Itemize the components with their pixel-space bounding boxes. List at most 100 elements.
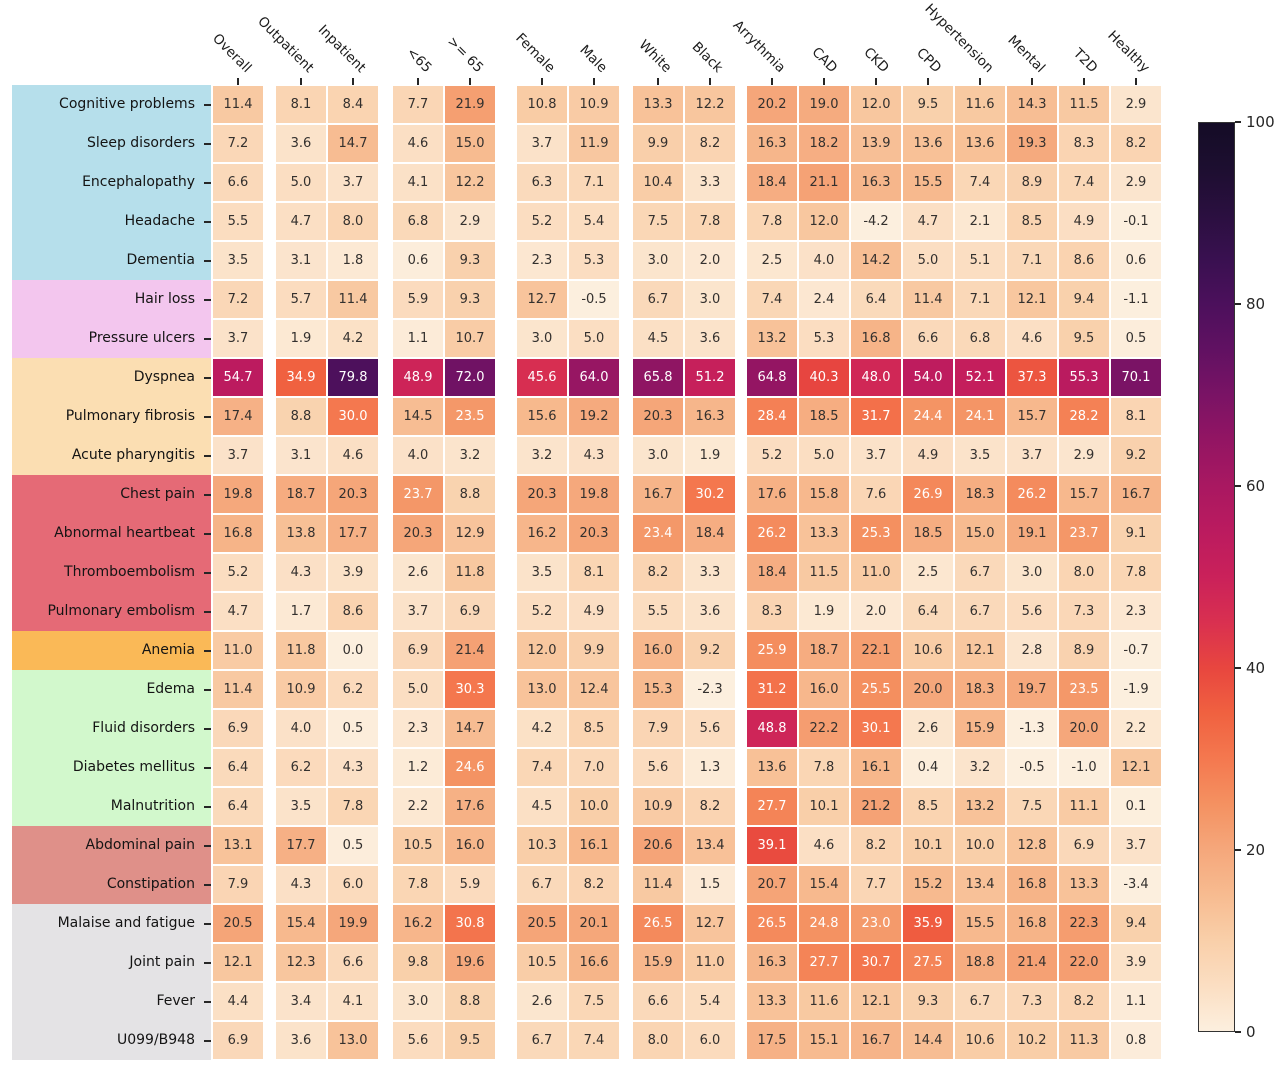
heatmap-cell: 15.5 — [955, 905, 1005, 942]
heatmap-cell: -1.3 — [1007, 710, 1057, 747]
heatmap-cell: 7.7 — [393, 86, 443, 123]
row-label: Edema — [146, 681, 195, 697]
y-axis-tick — [204, 104, 211, 106]
heatmap-cell: 4.0 — [799, 242, 849, 279]
heatmap-cell: -0.5 — [1007, 749, 1057, 786]
heatmap-cell: 30.7 — [851, 944, 901, 981]
heatmap-cell: 12.8 — [1007, 827, 1057, 864]
heatmap-cell: 16.3 — [747, 944, 797, 981]
heatmap-cell: 8.3 — [1059, 125, 1109, 162]
heatmap-cell: 3.5 — [517, 554, 567, 591]
y-axis-tick — [204, 884, 211, 886]
heatmap-cell: 9.9 — [569, 632, 619, 669]
heatmap-cell: 10.2 — [1007, 1022, 1057, 1059]
heatmap-cell: 4.3 — [569, 437, 619, 474]
heatmap-cell: 21.2 — [851, 788, 901, 825]
heatmap-cell: 6.4 — [851, 281, 901, 318]
heatmap-cell: 20.1 — [569, 905, 619, 942]
heatmap-cell: 13.6 — [955, 125, 1005, 162]
heatmap-cell: 5.0 — [569, 320, 619, 357]
heatmap-cell: 3.9 — [328, 554, 378, 591]
heatmap-cell: 4.2 — [328, 320, 378, 357]
heatmap-cell: 6.7 — [955, 593, 1005, 630]
heatmap-cell: 4.7 — [903, 203, 953, 240]
heatmap-cell: 4.3 — [276, 554, 326, 591]
heatmap-cell: 3.0 — [1007, 554, 1057, 591]
heatmap-cell: 13.4 — [955, 866, 1005, 903]
heatmap-cell: 3.7 — [328, 164, 378, 201]
heatmap-cell: 11.0 — [213, 632, 263, 669]
heatmap-cell: 7.4 — [955, 164, 1005, 201]
colorbar-tick — [1235, 485, 1241, 487]
heatmap-cell: 8.8 — [276, 398, 326, 435]
heatmap-cell: -0.1 — [1111, 203, 1161, 240]
heatmap-cell: 2.8 — [1007, 632, 1057, 669]
heatmap-cell: 3.7 — [517, 125, 567, 162]
row-group-background — [12, 670, 211, 826]
heatmap-cell: 3.6 — [276, 1022, 326, 1059]
heatmap-cell: 45.6 — [517, 359, 567, 396]
heatmap-cell: 16.1 — [569, 827, 619, 864]
heatmap-cell: 17.6 — [747, 476, 797, 513]
heatmap-cell: 9.9 — [633, 125, 683, 162]
heatmap-cell: 20.5 — [213, 905, 263, 942]
heatmap-cell: 23.4 — [633, 515, 683, 552]
heatmap-cell: 0.5 — [328, 827, 378, 864]
row-label: Abdominal pain — [85, 837, 195, 853]
heatmap-cell: 8.0 — [328, 203, 378, 240]
heatmap-cell: 16.8 — [1007, 866, 1057, 903]
heatmap-cell: 5.9 — [445, 866, 495, 903]
heatmap-cell: 5.2 — [213, 554, 263, 591]
heatmap-cell: 18.5 — [903, 515, 953, 552]
heatmap-cell: 31.7 — [851, 398, 901, 435]
heatmap-cell: 20.7 — [747, 866, 797, 903]
heatmap-cell: 0.5 — [1111, 320, 1161, 357]
heatmap-cell: 7.4 — [747, 281, 797, 318]
heatmap-cell: 7.2 — [213, 281, 263, 318]
heatmap-cell: 1.8 — [328, 242, 378, 279]
heatmap-cell: 12.7 — [685, 905, 735, 942]
heatmap-cell: 6.7 — [517, 1022, 567, 1059]
heatmap-cell: 21.9 — [445, 86, 495, 123]
heatmap-cell: 9.4 — [1111, 905, 1161, 942]
heatmap-cell: 0.0 — [328, 632, 378, 669]
heatmap-cell: 20.3 — [633, 398, 683, 435]
heatmap-cell: 13.1 — [213, 827, 263, 864]
heatmap-cell: 3.3 — [685, 164, 735, 201]
x-axis-tick — [469, 78, 471, 85]
heatmap-cell: 6.6 — [903, 320, 953, 357]
heatmap-cell: 6.2 — [328, 671, 378, 708]
row-group-background — [12, 826, 211, 904]
x-axis-tick — [709, 78, 711, 85]
heatmap-cell: 19.0 — [799, 86, 849, 123]
column-header: Male — [576, 42, 611, 76]
heatmap-cell: 15.6 — [517, 398, 567, 435]
heatmap-cell: 27.5 — [903, 944, 953, 981]
heatmap-cell: -0.7 — [1111, 632, 1161, 669]
heatmap-cell: 19.6 — [445, 944, 495, 981]
heatmap-cell: 10.8 — [517, 86, 567, 123]
heatmap-cell: 12.3 — [276, 944, 326, 981]
heatmap-cell: 16.2 — [393, 905, 443, 942]
x-axis-tick — [875, 78, 877, 85]
heatmap-cell: 51.2 — [685, 359, 735, 396]
column-header: Female — [512, 30, 559, 76]
heatmap-cell: 8.1 — [276, 86, 326, 123]
heatmap-cell: 1.5 — [685, 866, 735, 903]
heatmap-cell: 5.0 — [903, 242, 953, 279]
heatmap-cell: 7.9 — [633, 710, 683, 747]
heatmap-cell: 8.9 — [1007, 164, 1057, 201]
y-axis-tick — [204, 533, 211, 535]
heatmap-cell: 1.9 — [685, 437, 735, 474]
heatmap-cell: 3.2 — [445, 437, 495, 474]
heatmap-cell: 12.1 — [1007, 281, 1057, 318]
y-axis-tick — [204, 806, 211, 808]
heatmap-cell: 8.1 — [1111, 398, 1161, 435]
y-axis-tick — [204, 494, 211, 496]
heatmap-cell: 16.3 — [747, 125, 797, 162]
heatmap-cell: 5.0 — [393, 671, 443, 708]
y-axis-tick — [204, 1040, 211, 1042]
heatmap-cell: 6.7 — [955, 983, 1005, 1020]
heatmap-cell: 16.8 — [851, 320, 901, 357]
heatmap-cell: 4.0 — [276, 710, 326, 747]
